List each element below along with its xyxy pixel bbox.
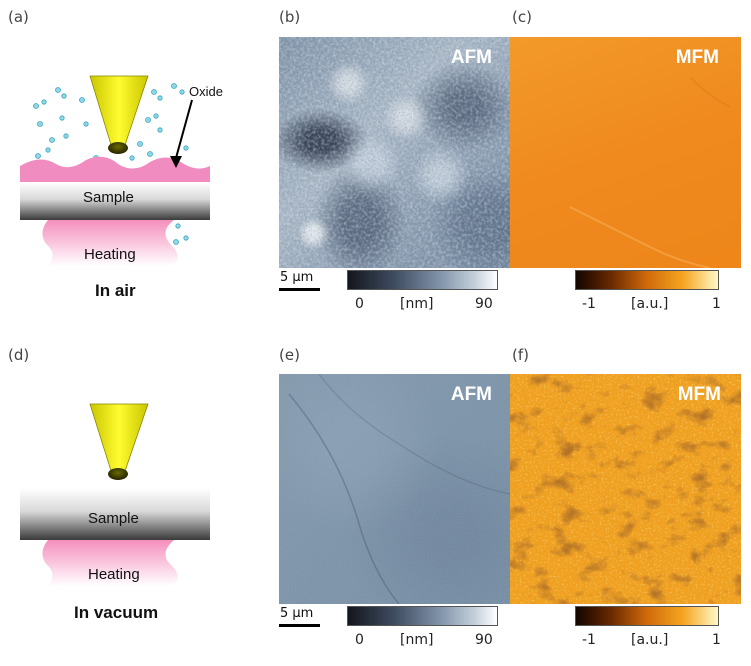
schematic-in-air bbox=[20, 75, 210, 266]
caption-in-vacuum: In vacuum bbox=[74, 603, 159, 622]
afm-tip bbox=[89, 403, 149, 475]
mfm-colorbar-min-top: -1 bbox=[582, 296, 596, 312]
afm-vacuum-texture bbox=[279, 374, 510, 604]
oxide-molecules bbox=[33, 83, 189, 245]
caption-in-air: In air bbox=[95, 281, 136, 300]
afm-tip bbox=[89, 75, 149, 149]
heating-label-vacuum: Heating bbox=[88, 566, 140, 583]
panel-label-d: (d) bbox=[8, 346, 30, 364]
oxide-arrow bbox=[175, 99, 193, 159]
afm-image-vacuum: AFM bbox=[279, 374, 510, 604]
afm-colorbar-bottom bbox=[347, 606, 498, 626]
schematic-in-vacuum bbox=[20, 403, 210, 586]
mfm-image-vacuum: MFM bbox=[510, 374, 741, 604]
panel-label-c: (c) bbox=[512, 8, 532, 26]
mfm-label-vacuum: MFM bbox=[677, 384, 721, 405]
mfm-label-air: MFM bbox=[675, 47, 719, 68]
oxide-layer bbox=[20, 156, 210, 186]
mfm-colorbar-min-bottom: -1 bbox=[582, 632, 596, 648]
panel-label-a: (a) bbox=[8, 8, 29, 26]
afm-label-air: AFM bbox=[450, 47, 492, 68]
panel-label-f: (f) bbox=[512, 346, 529, 364]
afm-colorbar-min-bottom: 0 bbox=[355, 632, 364, 648]
sample-block bbox=[20, 488, 210, 540]
mfm-colorbar-max-bottom: 1 bbox=[712, 632, 721, 648]
afm-colorbar-max-top: 90 bbox=[475, 296, 493, 312]
heating-zone bbox=[42, 540, 178, 586]
mfm-colorbar-top bbox=[575, 270, 719, 290]
mfm-colorbar-unit-bottom: [a.u.] bbox=[631, 632, 669, 648]
afm-colorbar-unit-bottom: [nm] bbox=[400, 632, 434, 648]
mfm-domain-pattern bbox=[510, 374, 741, 604]
mfm-colorbar-max-top: 1 bbox=[712, 296, 721, 312]
panel-label-b: (b) bbox=[279, 8, 301, 26]
heating-label-air: Heating bbox=[84, 246, 136, 263]
mfm-air-faint-lines bbox=[569, 76, 731, 268]
tip-apex bbox=[108, 468, 128, 480]
scale-bar-bottom bbox=[279, 624, 320, 627]
scale-bar-top bbox=[279, 288, 320, 291]
afm-image-air: AFM bbox=[279, 37, 510, 268]
mfm-colorbar-bottom bbox=[575, 606, 719, 626]
sample-label-vacuum: Sample bbox=[88, 510, 139, 527]
scale-bar-label-bottom: 5 µm bbox=[280, 606, 314, 621]
afm-colorbar-min-top: 0 bbox=[355, 296, 364, 312]
afm-colorbar-max-bottom: 90 bbox=[475, 632, 493, 648]
tip-apex bbox=[108, 142, 128, 154]
scale-bar-label-top: 5 µm bbox=[280, 270, 314, 285]
heating-zone bbox=[42, 220, 178, 266]
panel-label-e: (e) bbox=[279, 346, 300, 364]
mfm-colorbar-unit-top: [a.u.] bbox=[631, 296, 669, 312]
sample-label-air: Sample bbox=[83, 189, 134, 206]
afm-colorbar-unit-top: [nm] bbox=[400, 296, 434, 312]
afm-label-vacuum: AFM bbox=[450, 384, 492, 405]
oxide-label: Oxide bbox=[189, 84, 223, 99]
mfm-image-air: MFM bbox=[510, 37, 741, 268]
sample-block bbox=[20, 182, 210, 220]
afm-texture bbox=[279, 37, 510, 268]
afm-colorbar-top bbox=[347, 270, 498, 290]
